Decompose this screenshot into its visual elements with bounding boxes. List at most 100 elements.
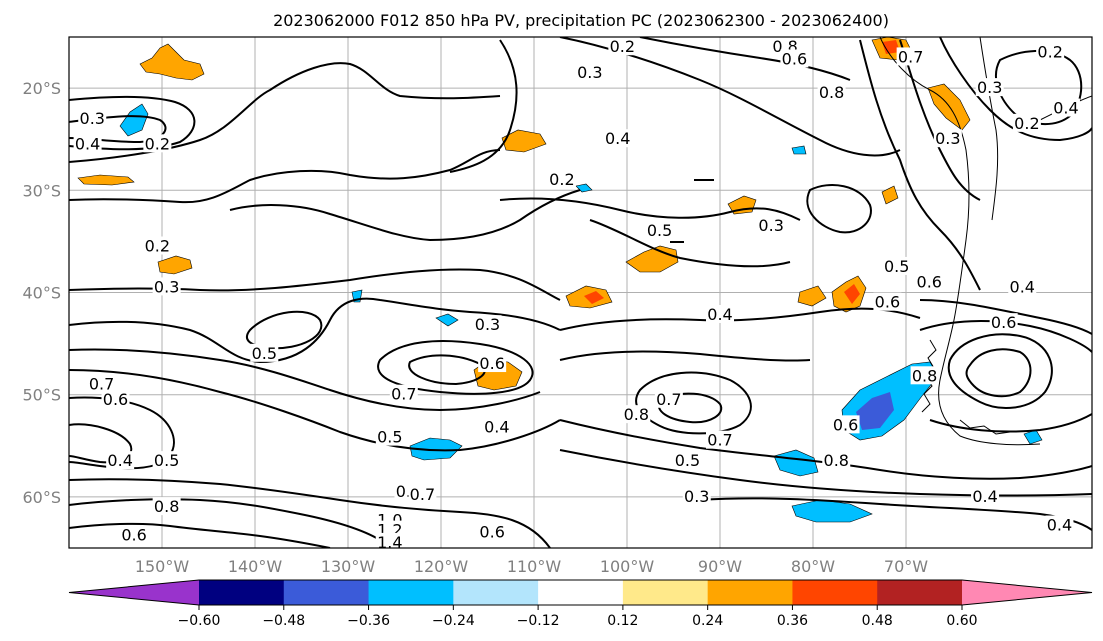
- contour-label-bg: [478, 354, 507, 373]
- contour-label: 0.2: [145, 237, 170, 256]
- contour-label-bg: [915, 272, 944, 291]
- contour-label: 0.6: [991, 313, 1016, 332]
- contour-label: 0.4: [1053, 99, 1078, 118]
- contour-label-bg: [408, 484, 437, 503]
- colorbar-segment: [792, 580, 878, 605]
- pv-contour: [589, 219, 791, 268]
- contour-label: 0.7: [898, 47, 923, 66]
- contour-label-bg: [152, 277, 181, 296]
- contour-label: 0.4: [972, 487, 997, 506]
- contour-label-bg: [910, 366, 939, 385]
- pv-contour: [69, 348, 541, 412]
- precip-patch: [797, 285, 827, 307]
- contour-label-bg: [817, 83, 846, 102]
- colorbar-segment: [877, 580, 963, 605]
- colorbar-tick-label: −0.48: [262, 613, 305, 629]
- lon-tick-label: 100°W: [600, 557, 655, 576]
- pv-contour: [559, 307, 921, 331]
- colorbar: −0.60 −0.48 −0.36 −0.24 −0.12 0.12 0.24 0.36 0.4…: [68, 579, 1093, 629]
- colorbar-tick-label: −0.60: [178, 613, 221, 629]
- pv-contour: [965, 348, 1032, 398]
- contour-label-bg: [482, 417, 511, 436]
- contour-label: 0.6: [479, 354, 504, 373]
- contour-label: 0.2: [1037, 42, 1062, 61]
- contour-label: 0.3: [154, 277, 179, 296]
- contour-label-bg: [971, 486, 1000, 505]
- contour-labels: 0.20.20.30.40.30.50.70.60.4 0.50.80.61.01…: [73, 37, 1080, 552]
- contour-label-bg: [622, 405, 651, 424]
- colorbar-segment: [283, 580, 370, 605]
- precip-patch: [791, 145, 807, 155]
- contour-label-bg: [1051, 98, 1080, 117]
- contour-label-bg: [73, 134, 102, 153]
- lat-tick-label: 60°S: [22, 488, 61, 507]
- pv-contour: [245, 310, 323, 350]
- contour-label-bg: [389, 384, 418, 403]
- contour-label-bg: [375, 532, 404, 551]
- contour-label: 0.2: [1014, 114, 1039, 133]
- pv-contour: [449, 39, 518, 173]
- contour-label: 0.7: [391, 385, 416, 404]
- contour-label: 0.2: [549, 170, 574, 189]
- pv-contour: [499, 197, 801, 221]
- contour-label-bg: [1045, 515, 1074, 534]
- pv-contour: [559, 419, 1092, 480]
- pv-contour: [69, 478, 551, 548]
- colorbar-tick-label: 0.12: [607, 613, 638, 629]
- contour-label: 0.4: [605, 129, 630, 148]
- contour-label-bg: [780, 49, 809, 68]
- contour-label-bg: [87, 374, 116, 393]
- pv-contour: [69, 498, 381, 541]
- pv-contour: [919, 320, 1092, 353]
- figure-title: 2023062000 F012 850 hPa PV, precipitatio…: [273, 11, 889, 30]
- lon-tick-label: 140°W: [228, 557, 283, 576]
- contour-label: 0.6: [479, 523, 504, 542]
- contour-label: 0.5: [884, 257, 909, 276]
- precip-patch: [584, 291, 604, 304]
- pv-contour: [69, 62, 501, 163]
- pv-contour: [559, 449, 1092, 497]
- contour-label-bg: [78, 108, 107, 127]
- contour-label: 0.6: [917, 272, 942, 291]
- contour-label-bg: [757, 216, 786, 235]
- contour-label-bg: [1008, 277, 1037, 296]
- precip-patch: [844, 284, 860, 304]
- contour-label: 0.5: [377, 428, 402, 447]
- contour-label: 0.6: [103, 390, 128, 409]
- contour-label: 0.4: [75, 134, 100, 153]
- contour-label: 0.4: [107, 451, 132, 470]
- contour-label-bg: [989, 313, 1018, 332]
- pv-contour: [408, 354, 486, 386]
- map-frame: [68, 36, 1093, 549]
- contour-label: 0.5: [154, 451, 179, 470]
- precip-patch: [856, 392, 894, 430]
- contour-label-bg: [831, 415, 860, 434]
- contour-label: 0.7: [410, 485, 435, 504]
- pv-contour: [657, 392, 723, 424]
- contour-label-bg: [152, 451, 181, 470]
- lon-tick-label: 70°W: [884, 557, 928, 576]
- contour-label: 0.5: [675, 451, 700, 470]
- contour-label-bg: [654, 389, 683, 408]
- pv-contour: [639, 37, 851, 81]
- lat-tick-label: 30°S: [22, 181, 61, 200]
- lat-tick-label: 20°S: [22, 79, 61, 98]
- contour-label-bg: [250, 343, 279, 362]
- contour-label-bg: [143, 134, 172, 153]
- pv-contours: [69, 37, 1092, 548]
- lon-tick-label: 110°W: [507, 557, 562, 576]
- pv-contour: [69, 95, 196, 151]
- lon-tick-label: 150°W: [135, 557, 190, 576]
- precip-patch: [157, 255, 193, 275]
- pv-contour: [635, 371, 752, 435]
- contour-label: 0.4: [484, 417, 509, 436]
- contour-label: 1.4: [377, 533, 402, 552]
- precip-patch: [881, 185, 899, 205]
- pv-contour: [899, 39, 981, 201]
- contour-label: 0.7: [656, 390, 681, 409]
- contour-label-bg: [603, 129, 632, 148]
- contour-label-bg: [120, 525, 149, 544]
- contour-label: 0.8: [824, 451, 849, 470]
- lat-tick-label: 50°S: [22, 386, 61, 405]
